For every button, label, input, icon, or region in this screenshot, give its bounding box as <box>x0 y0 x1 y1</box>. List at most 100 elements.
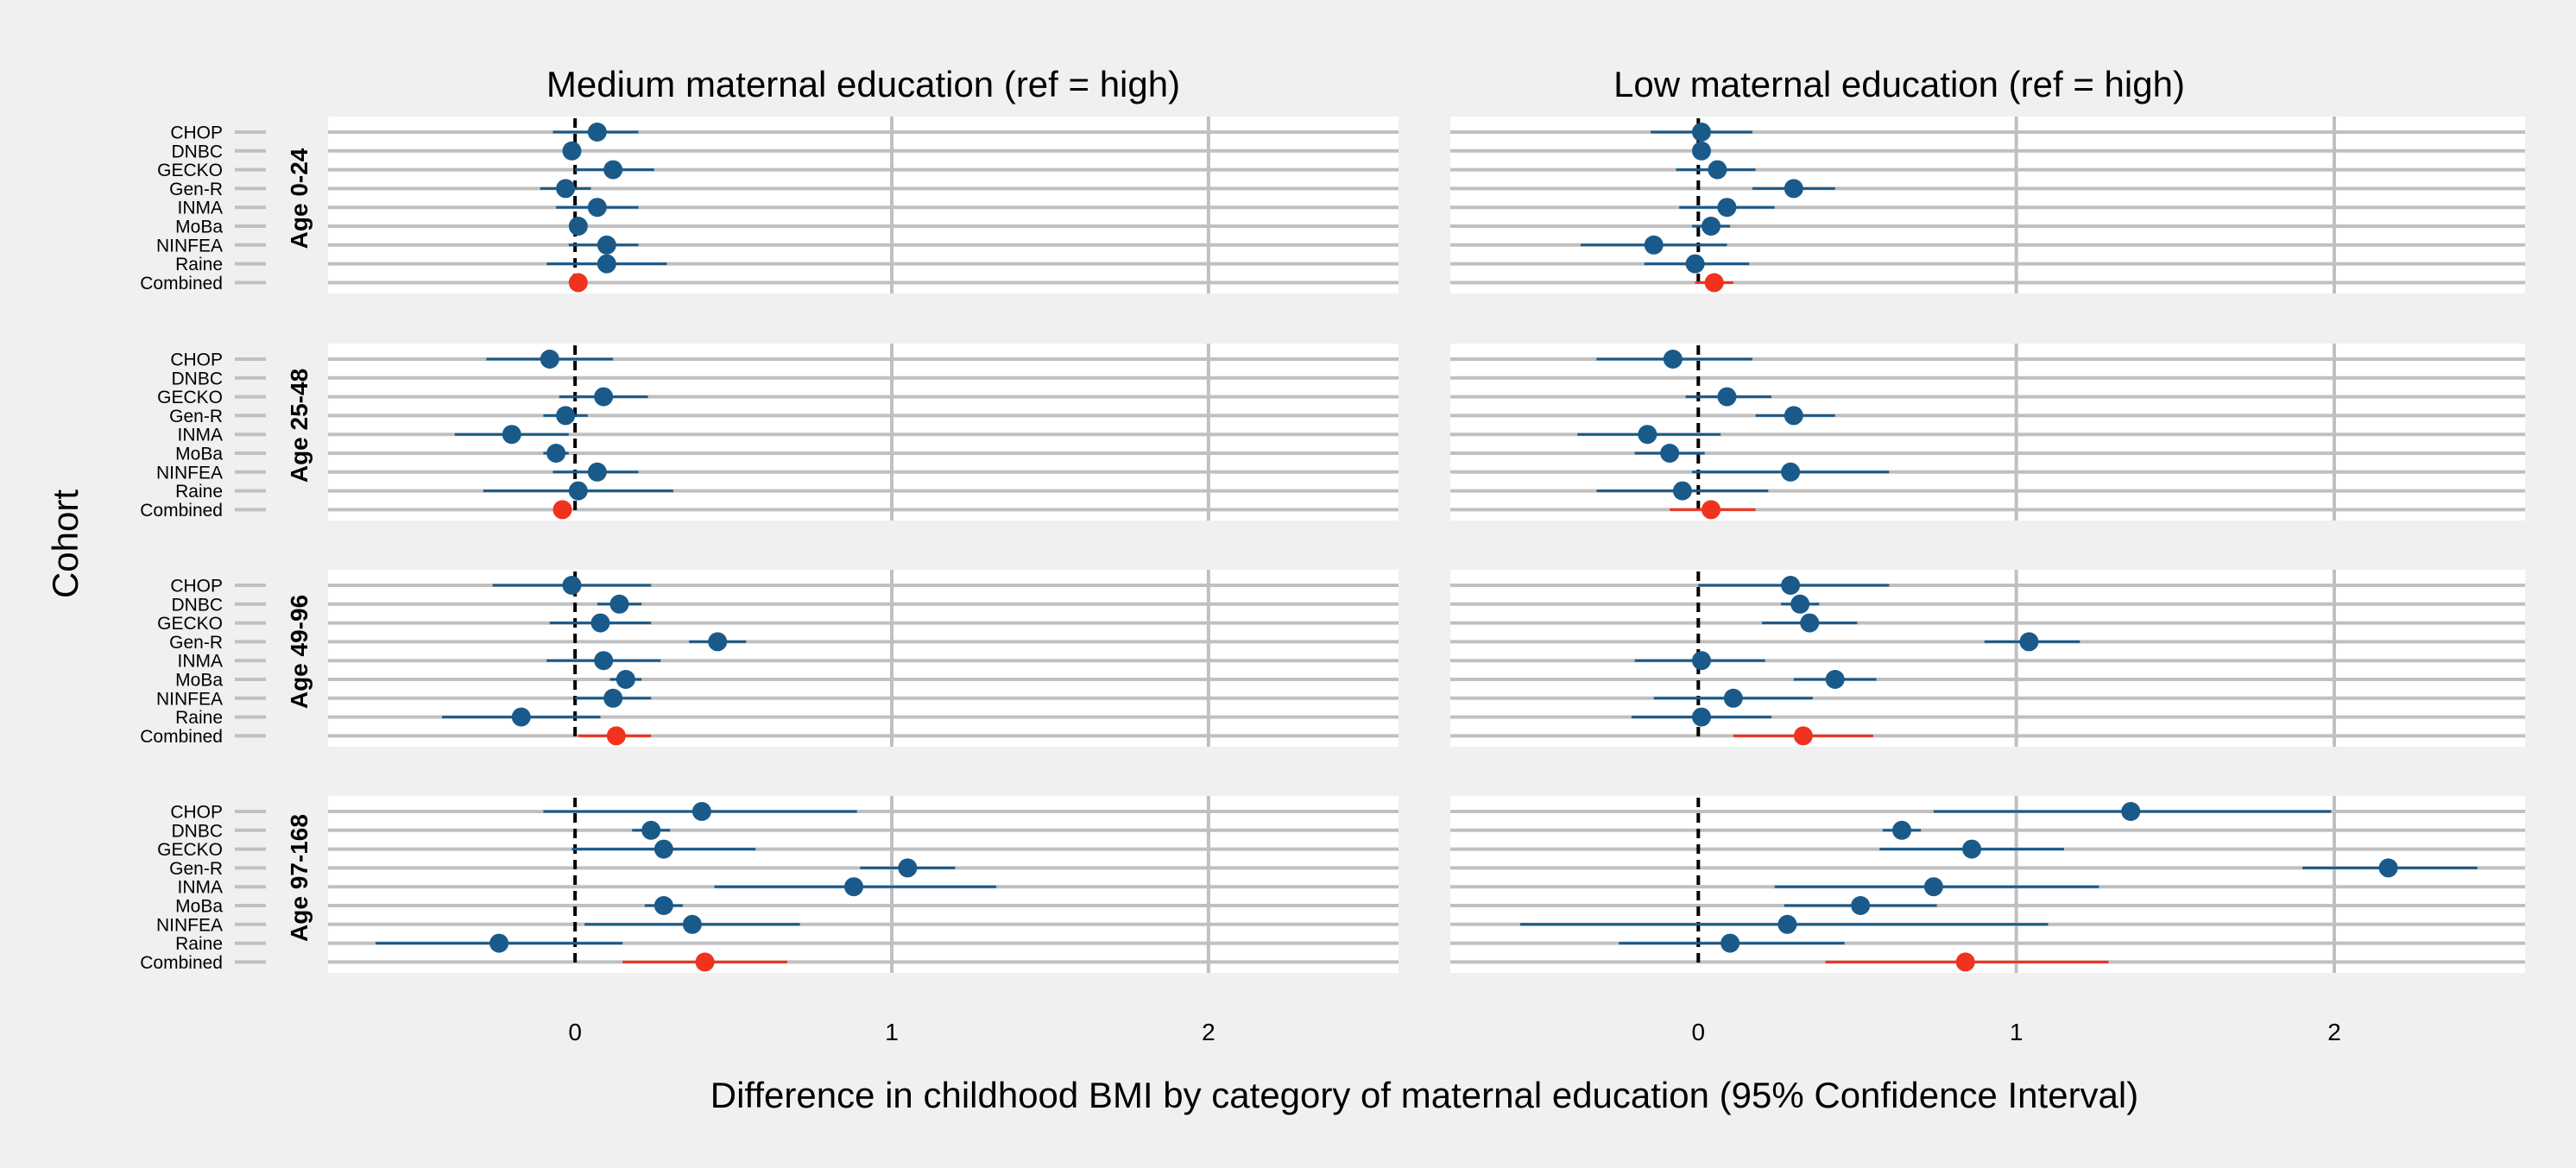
cohort-point <box>1923 877 1943 897</box>
cohort-point <box>1691 141 1711 161</box>
cohort-point <box>616 670 635 689</box>
panel: CHOPDNBCGECKOGen-RINMAMoBaNINFEARaineCom… <box>140 570 1398 747</box>
cohort-point <box>1691 123 1711 142</box>
row-label: CHOP <box>170 803 223 823</box>
cohort-point <box>1892 820 1912 840</box>
cohort-point <box>1851 896 1871 915</box>
x-axis-title: Difference in childhood BMI by category … <box>710 1075 2138 1115</box>
cohort-point <box>1790 594 1810 614</box>
cohort-point <box>1784 406 1803 426</box>
cohort-point <box>540 350 559 369</box>
panel-background <box>328 117 1398 294</box>
cohort-point <box>653 839 673 859</box>
cohort-point <box>1781 576 1801 595</box>
cohort-point <box>691 802 711 821</box>
cohort-point <box>708 632 728 652</box>
row-label: NINFEA <box>156 915 223 935</box>
cohort-point <box>1825 670 1845 689</box>
row-label: Gen-R <box>169 180 223 199</box>
panel: CHOPDNBCGECKOGen-RINMAMoBaNINFEARaineCom… <box>140 344 1398 521</box>
age-strip-label: Age 49-96 <box>286 595 313 709</box>
panel <box>1450 796 2525 973</box>
row-label: MoBa <box>175 671 223 691</box>
combined-point <box>1704 273 1724 293</box>
cohort-point <box>1720 933 1740 953</box>
age-strip-label: Age 97-168 <box>286 814 313 942</box>
cohort-point <box>898 858 918 878</box>
row-label: MoBa <box>175 897 223 917</box>
y-axis-title: Cohort <box>45 489 85 598</box>
row-label: CHOP <box>170 350 223 370</box>
panel-background <box>328 344 1398 521</box>
cohort-point <box>489 933 509 953</box>
age-strip-label: Age 25-48 <box>286 369 313 483</box>
panel-background <box>1450 796 2525 973</box>
row-label: DNBC <box>171 369 223 388</box>
row-label: Raine <box>175 255 223 275</box>
row-label: GECKO <box>157 840 223 860</box>
cohort-point <box>609 594 629 614</box>
cohort-point <box>682 914 702 934</box>
cohort-point <box>568 217 588 236</box>
row-label: INMA <box>178 878 224 898</box>
cohort-point <box>1784 179 1803 199</box>
cohort-point <box>2378 858 2398 878</box>
panel-background <box>1450 344 2525 521</box>
panel-background <box>328 796 1398 973</box>
cohort-point <box>1638 425 1657 445</box>
cohort-point <box>1672 481 1692 501</box>
cohort-point <box>568 481 588 501</box>
row-label: CHOP <box>170 123 223 143</box>
cohort-point <box>1691 651 1711 671</box>
cohort-point <box>603 160 623 180</box>
row-label: MoBa <box>175 218 223 237</box>
row-label: Combined <box>140 953 223 973</box>
x-tick-label: 2 <box>2327 1019 2341 1045</box>
cohort-point <box>562 576 582 595</box>
panel-column-0: CHOPDNBCGECKOGen-RINMAMoBaNINFEARaineCom… <box>140 117 1398 1045</box>
x-tick-label: 2 <box>1202 1019 1215 1045</box>
row-label: INMA <box>178 652 224 672</box>
cohort-point <box>653 896 673 915</box>
panel <box>1450 344 2525 521</box>
x-tick-label: 1 <box>2010 1019 2024 1045</box>
row-label: Combined <box>140 727 223 747</box>
cohort-point <box>546 444 566 463</box>
row-label: CHOP <box>170 577 223 597</box>
row-label: Combined <box>140 501 223 521</box>
cohort-point <box>1781 462 1801 482</box>
cohort-point <box>556 179 576 199</box>
cohort-point <box>556 406 576 426</box>
combined-point <box>552 500 572 520</box>
x-tick-label: 0 <box>1692 1019 1706 1045</box>
cohort-point <box>1691 707 1711 727</box>
cohort-point <box>1800 613 1820 633</box>
row-label: INMA <box>178 199 224 218</box>
combined-point <box>606 726 626 746</box>
cohort-point <box>1777 914 1797 934</box>
row-label: Gen-R <box>169 407 223 426</box>
cohort-point <box>590 613 610 633</box>
panel-background <box>328 570 1398 747</box>
cohort-point <box>597 235 616 255</box>
cohort-point <box>1717 387 1737 407</box>
cohort-point <box>587 198 607 218</box>
cohort-point <box>1644 235 1664 255</box>
row-label: Raine <box>175 482 223 502</box>
cohort-point <box>843 877 863 897</box>
cohort-point <box>1663 350 1683 369</box>
row-label: Gen-R <box>169 859 223 879</box>
cohort-point <box>641 820 661 840</box>
panel-background <box>1450 117 2525 294</box>
cohort-point <box>502 425 521 445</box>
cohort-point <box>511 707 531 727</box>
cohort-point <box>1717 198 1737 218</box>
row-label: NINFEA <box>156 463 223 483</box>
row-label: MoBa <box>175 445 223 464</box>
row-label: GECKO <box>157 161 223 180</box>
combined-point <box>568 273 588 293</box>
cohort-point <box>1702 217 1721 236</box>
cohort-point <box>603 688 623 708</box>
combined-point <box>695 952 715 972</box>
